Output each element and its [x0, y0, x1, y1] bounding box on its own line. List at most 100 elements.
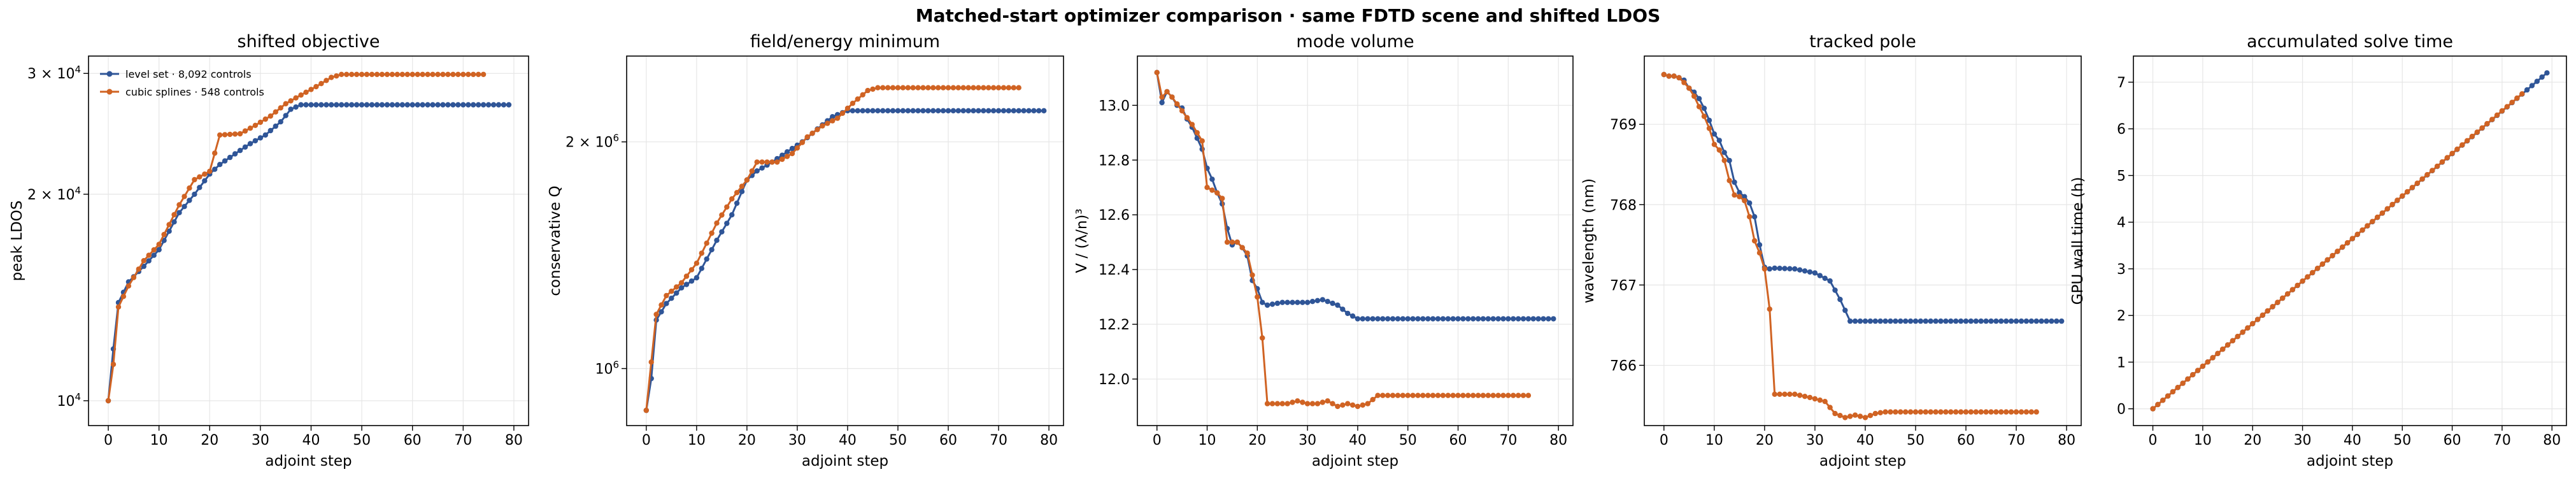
data-point: [1837, 296, 1843, 303]
data-point: [714, 220, 720, 226]
data-point: [1681, 80, 1687, 85]
data-point: [480, 71, 487, 78]
data-point: [1295, 299, 1300, 305]
series-line: [1663, 73, 2062, 322]
data-point: [1264, 302, 1270, 308]
data-point: [1742, 194, 1747, 199]
data-point: [1953, 318, 1959, 324]
data-point: [950, 85, 957, 90]
data-point: [1777, 266, 1783, 271]
data-point: [719, 212, 725, 218]
data-point: [880, 108, 886, 113]
data-point: [227, 131, 233, 138]
data-point: [920, 108, 926, 113]
data-point: [1470, 316, 1476, 322]
x-tick-label: 0: [104, 433, 113, 449]
data-point: [1234, 239, 1241, 245]
data-point: [1365, 316, 1370, 322]
data-point: [1495, 392, 1501, 398]
data-point: [2330, 253, 2335, 259]
data-point: [1269, 301, 1276, 307]
data-point: [1737, 194, 1742, 199]
data-point: [1460, 392, 1466, 398]
data-point: [2059, 318, 2065, 324]
data-point: [1953, 409, 1959, 415]
data-point: [704, 256, 709, 262]
data-point: [1000, 85, 1007, 90]
chart-panel-1: 0 10 20 30 40 50 60 70 80 104 2 × 104 3 × 104 shifte…: [9, 32, 529, 470]
data-point: [709, 247, 715, 253]
data-point: [1782, 266, 1788, 271]
data-point: [960, 85, 966, 90]
data-point: [794, 145, 801, 151]
data-point: [1194, 130, 1200, 136]
x-tick-label: 60: [2444, 433, 2461, 449]
data-point: [1857, 413, 1863, 419]
data-point: [2028, 318, 2034, 324]
data-point: [1520, 392, 1526, 398]
data-point: [1551, 316, 1556, 322]
data-point: [120, 294, 127, 299]
data-point: [440, 71, 446, 78]
data-point: [739, 189, 745, 194]
data-point: [308, 87, 314, 92]
data-point: [1716, 147, 1722, 153]
data-point: [136, 266, 141, 272]
data-point: [971, 108, 976, 113]
series-level-set: [105, 102, 512, 404]
data-point: [303, 89, 309, 95]
data-point: [466, 71, 471, 78]
data-point: [900, 108, 906, 113]
y-tick-label: 2 × 106: [566, 133, 619, 151]
data-point: [1963, 318, 1969, 324]
data-point: [1475, 316, 1481, 322]
x-tick-label: 30: [1299, 433, 1316, 449]
data-point: [283, 101, 288, 106]
data-point: [1923, 409, 1928, 415]
data-point: [1782, 391, 1788, 397]
x-tick-label: 20: [201, 433, 218, 449]
data-point: [1385, 392, 1391, 398]
data-point: [1535, 316, 1541, 322]
y-tick-label: 2 × 104: [27, 185, 81, 203]
data-point: [349, 71, 355, 78]
x-tick-label: 70: [990, 433, 1007, 449]
data-point: [1912, 409, 1919, 415]
data-point: [2454, 147, 2460, 152]
data-point: [1696, 104, 1702, 110]
axes-frame: [1137, 55, 1574, 426]
data-point: [1290, 399, 1295, 405]
data-point: [1490, 392, 1496, 398]
x-tick-label: 10: [1199, 433, 1216, 449]
data-point: [298, 102, 304, 108]
data-point: [1711, 131, 1718, 137]
data-point: [915, 85, 921, 90]
data-point: [1903, 409, 1909, 415]
data-point: [2295, 282, 2300, 289]
data-point: [105, 398, 111, 404]
data-point: [1676, 75, 1682, 81]
data-point: [379, 102, 385, 108]
data-point: [2185, 376, 2191, 382]
chart-title: field/energy minimum: [750, 32, 940, 52]
data-point: [1968, 409, 1974, 415]
data-point: [1822, 399, 1828, 405]
data-point: [2395, 197, 2400, 203]
data-point: [278, 105, 283, 111]
data-point: [1546, 316, 1551, 322]
data-point: [2245, 325, 2251, 331]
data-point: [1661, 71, 1667, 78]
series-level-set: [1661, 71, 2065, 324]
data-point: [262, 116, 268, 122]
data-point: [1455, 316, 1461, 322]
y-axis-label: peak LDOS: [9, 201, 25, 282]
data-point: [1852, 318, 1858, 324]
data-point: [278, 119, 283, 125]
data-point: [1355, 316, 1361, 322]
data-point: [971, 85, 976, 90]
data-point: [435, 71, 441, 78]
data-point: [313, 83, 319, 90]
data-point: [1988, 318, 1994, 324]
data-point: [1812, 270, 1818, 276]
data-point: [1732, 179, 1737, 185]
